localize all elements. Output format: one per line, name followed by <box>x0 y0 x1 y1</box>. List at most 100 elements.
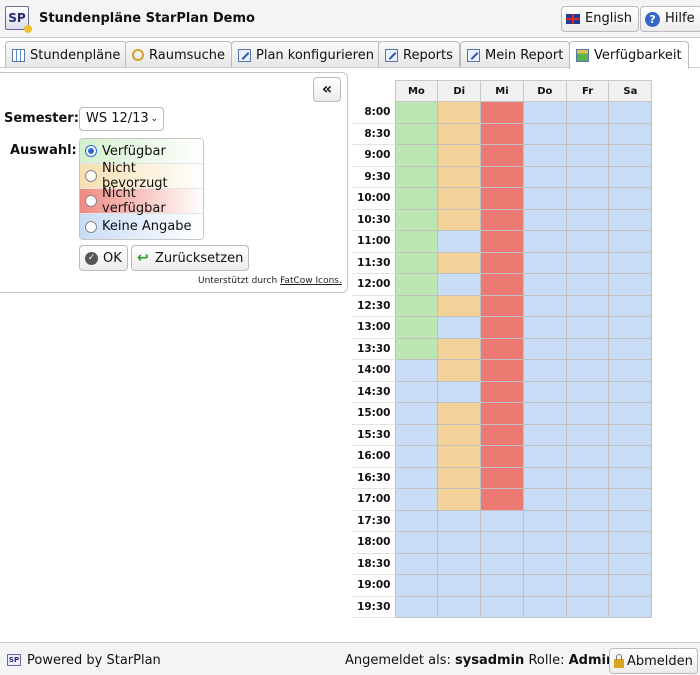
time-label[interactable]: 13:00 <box>352 316 395 339</box>
slot-cell[interactable] <box>608 273 653 296</box>
slot-cell[interactable] <box>522 165 567 188</box>
slot-cell[interactable] <box>437 488 482 511</box>
day-header[interactable]: Sa <box>608 80 653 102</box>
time-label[interactable]: 19:00 <box>352 574 395 597</box>
slot-cell[interactable] <box>480 294 524 317</box>
option-keine-angabe[interactable]: Keine Angabe <box>80 214 203 239</box>
language-button[interactable]: English <box>561 6 639 32</box>
tab-plan-konfigurieren[interactable]: Plan konfigurieren <box>231 41 381 68</box>
option-verfuegbar[interactable]: Verfügbar <box>80 139 203 164</box>
slot-cell[interactable] <box>480 423 524 446</box>
slot-cell[interactable] <box>480 552 524 575</box>
time-label[interactable]: 12:00 <box>352 273 395 296</box>
slot-cell[interactable] <box>522 488 567 511</box>
slot-cell[interactable] <box>522 595 567 618</box>
slot-cell[interactable] <box>437 359 482 382</box>
semester-select[interactable]: WS 12/13 ⌄ <box>79 107 164 131</box>
slot-cell[interactable] <box>522 380 567 403</box>
slot-cell[interactable] <box>480 165 524 188</box>
slot-cell[interactable] <box>608 423 653 446</box>
slot-cell[interactable] <box>480 208 524 231</box>
slot-cell[interactable] <box>480 509 524 532</box>
slot-cell[interactable] <box>608 380 653 403</box>
slot-cell[interactable] <box>394 230 439 253</box>
slot-cell[interactable] <box>437 337 482 360</box>
slot-cell[interactable] <box>565 316 610 339</box>
time-label[interactable]: 15:30 <box>352 424 395 446</box>
slot-cell[interactable] <box>480 380 524 403</box>
slot-cell[interactable] <box>565 208 610 231</box>
slot-cell[interactable] <box>522 101 567 124</box>
slot-cell[interactable] <box>394 402 439 425</box>
slot-cell[interactable] <box>437 101 482 124</box>
slot-cell[interactable] <box>437 574 482 597</box>
collapse-panel-button[interactable]: « <box>313 77 341 102</box>
slot-cell[interactable] <box>565 101 610 124</box>
tab-reports[interactable]: Reports <box>378 41 460 68</box>
slot-cell[interactable] <box>522 208 567 231</box>
time-label[interactable]: 10:00 <box>352 187 395 210</box>
tab-verfuegbarkeit[interactable]: Verfügbarkeit <box>569 41 689 69</box>
slot-cell[interactable] <box>394 122 439 145</box>
time-label[interactable]: 11:00 <box>352 230 395 253</box>
slot-cell[interactable] <box>608 488 653 511</box>
slot-cell[interactable] <box>437 423 482 446</box>
slot-cell[interactable] <box>437 165 482 188</box>
radio-icon[interactable] <box>85 170 97 182</box>
slot-cell[interactable] <box>394 337 439 360</box>
slot-cell[interactable] <box>480 445 524 468</box>
slot-cell[interactable] <box>394 488 439 511</box>
slot-cell[interactable] <box>608 230 653 253</box>
slot-cell[interactable] <box>565 273 610 296</box>
slot-cell[interactable] <box>608 466 653 489</box>
slot-cell[interactable] <box>565 294 610 317</box>
slot-cell[interactable] <box>565 165 610 188</box>
slot-cell[interactable] <box>394 531 439 554</box>
radio-icon[interactable] <box>85 195 97 207</box>
slot-cell[interactable] <box>522 251 567 274</box>
slot-cell[interactable] <box>565 574 610 597</box>
slot-cell[interactable] <box>394 316 439 339</box>
slot-cell[interactable] <box>608 574 653 597</box>
slot-cell[interactable] <box>480 101 524 124</box>
time-label[interactable]: 9:00 <box>352 144 395 167</box>
slot-cell[interactable] <box>437 595 482 618</box>
slot-cell[interactable] <box>608 144 653 167</box>
slot-cell[interactable] <box>522 574 567 597</box>
slot-cell[interactable] <box>565 122 610 145</box>
slot-cell[interactable] <box>394 165 439 188</box>
day-header[interactable]: Fr <box>565 80 610 102</box>
slot-cell[interactable] <box>565 509 610 532</box>
slot-cell[interactable] <box>437 294 482 317</box>
slot-cell[interactable] <box>565 445 610 468</box>
slot-cell[interactable] <box>437 122 482 145</box>
slot-cell[interactable] <box>394 359 439 382</box>
slot-cell[interactable] <box>565 466 610 489</box>
slot-cell[interactable] <box>437 402 482 425</box>
time-label[interactable]: 10:30 <box>352 209 395 231</box>
slot-cell[interactable] <box>522 273 567 296</box>
time-label[interactable]: 8:30 <box>352 123 395 145</box>
day-header[interactable]: Mo <box>394 80 439 102</box>
slot-cell[interactable] <box>608 122 653 145</box>
slot-cell[interactable] <box>522 423 567 446</box>
slot-cell[interactable] <box>565 337 610 360</box>
slot-cell[interactable] <box>437 509 482 532</box>
slot-cell[interactable] <box>394 187 439 210</box>
slot-cell[interactable] <box>522 509 567 532</box>
slot-cell[interactable] <box>565 423 610 446</box>
slot-cell[interactable] <box>522 466 567 489</box>
slot-cell[interactable] <box>608 595 653 618</box>
slot-cell[interactable] <box>437 445 482 468</box>
slot-cell[interactable] <box>608 101 653 124</box>
slot-cell[interactable] <box>565 380 610 403</box>
time-label[interactable]: 9:30 <box>352 166 395 188</box>
day-header[interactable]: Do <box>522 80 567 102</box>
time-label[interactable]: 12:30 <box>352 295 395 317</box>
reset-button[interactable]: ↩ Zurücksetzen <box>131 245 250 271</box>
slot-cell[interactable] <box>394 595 439 618</box>
slot-cell[interactable] <box>608 402 653 425</box>
slot-cell[interactable] <box>522 230 567 253</box>
slot-cell[interactable] <box>437 531 482 554</box>
help-button[interactable]: ? Hilfe <box>640 6 700 32</box>
